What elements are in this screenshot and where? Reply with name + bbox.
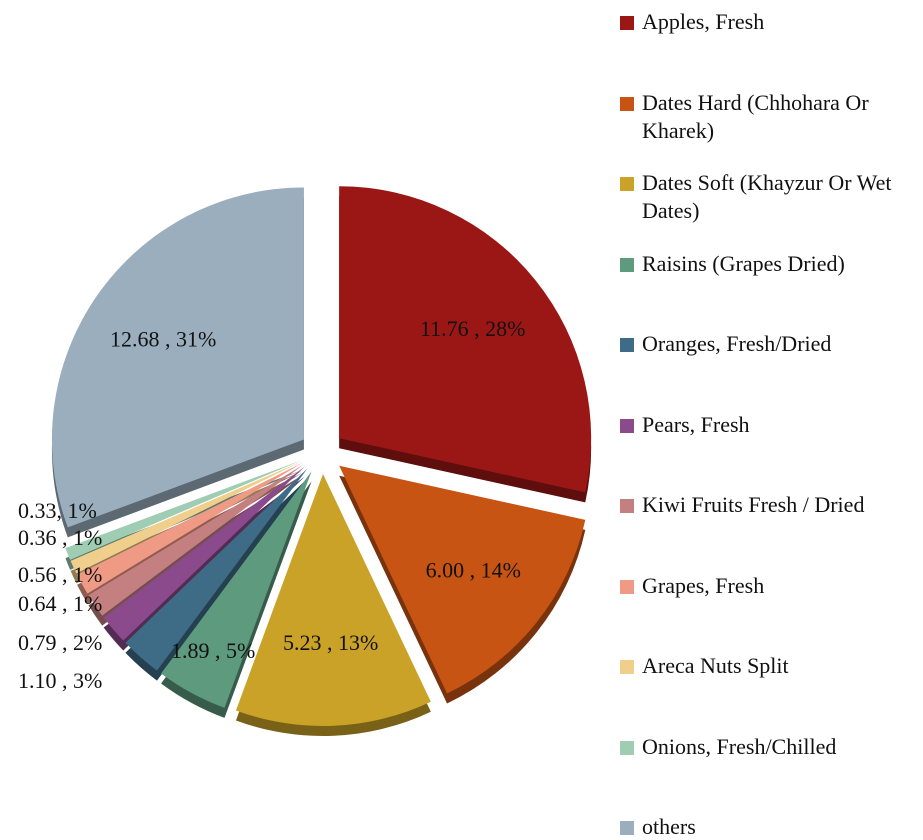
data-label: 11.76 , 28% (420, 316, 526, 341)
legend-label: Kiwi Fruits Fresh / Dried (642, 492, 865, 517)
legend-label: Grapes, Fresh (642, 572, 765, 598)
legend-label: Oranges, Fresh/Dried (642, 331, 832, 356)
legend-label: Dates Hard (Chhohara Or Kharek) (642, 89, 869, 143)
legend-item: Oranges, Fresh/Dried (620, 330, 920, 358)
legend-swatch (620, 16, 634, 30)
legend-label: Apples, Fresh (642, 9, 765, 34)
legend-label: Raisins (Grapes Dried) (642, 250, 845, 276)
data-label: 1.89 , 5% (171, 638, 255, 663)
slice (88, 464, 304, 616)
slice (235, 473, 431, 726)
slice (161, 471, 312, 708)
legend-swatch (620, 499, 634, 513)
legend-swatch (620, 257, 634, 272)
slice (65, 460, 302, 560)
data-label: 0.33, 1% (18, 498, 97, 523)
legend-item: others (620, 813, 920, 840)
slice (77, 462, 303, 594)
legend-swatch (620, 821, 634, 835)
data-label: 0.56 , 1% (18, 562, 102, 587)
legend-item: Pears, Fresh (620, 411, 920, 439)
legend-item: Dates Hard (Chhohara Or Kharek) (620, 89, 920, 145)
legend-item: Areca Nuts Split (620, 652, 920, 680)
data-label: 1.10 , 3% (18, 668, 102, 693)
slice (339, 465, 586, 694)
slice (103, 466, 306, 641)
slice (125, 468, 308, 671)
legend-item: Grapes, Fresh (620, 572, 920, 600)
legend-label: Onions, Fresh/Chilled (642, 733, 837, 759)
data-label: 0.79 , 2% (18, 630, 102, 655)
legend-item: Kiwi Fruits Fresh / Dried (620, 491, 920, 519)
data-label: 12.68 , 31% (110, 327, 216, 352)
data-label: 5.23 , 13% (283, 630, 378, 655)
legend-swatch (620, 740, 634, 755)
legend-swatch (620, 177, 634, 191)
legend-item: Dates Soft (Khayzur Or Wet Dates) (620, 169, 920, 225)
slice (51, 187, 304, 528)
legend-swatch (620, 660, 634, 674)
data-label: 0.36 , 1% (18, 525, 102, 550)
legend-label: Pears, Fresh (642, 411, 750, 437)
legend-item: Raisins (Grapes Dried) (620, 250, 920, 278)
legend-swatch (620, 418, 634, 433)
data-label: 0.64 , 1% (18, 591, 102, 616)
legend-label: others (642, 814, 696, 839)
legend-swatch (620, 338, 634, 352)
slice (70, 461, 303, 574)
legend-label: Dates Soft (Khayzur Or Wet Dates) (642, 170, 892, 223)
legend-item: Apples, Fresh (620, 8, 920, 36)
legend-label: Areca Nuts Split (642, 653, 789, 678)
legend-swatch (620, 96, 634, 111)
data-label: 6.00 , 14% (426, 558, 521, 583)
slice (339, 186, 592, 493)
legend-item: Onions, Fresh/Chilled (620, 733, 920, 761)
legend-swatch (620, 579, 634, 594)
